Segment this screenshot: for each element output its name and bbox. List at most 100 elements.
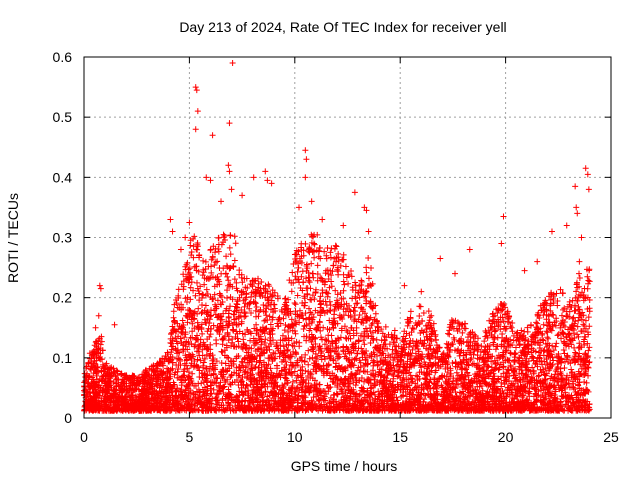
data-point <box>540 321 547 328</box>
data-point <box>333 243 340 250</box>
data-point <box>293 338 300 345</box>
data-point <box>585 364 592 371</box>
data-point <box>365 254 372 261</box>
data-point <box>222 360 229 367</box>
data-point <box>506 373 513 380</box>
data-point <box>407 315 414 322</box>
data-point <box>212 305 219 312</box>
data-point <box>428 338 435 345</box>
data-point <box>500 390 507 397</box>
data-point <box>193 279 200 286</box>
data-point <box>574 323 581 330</box>
data-point <box>299 311 306 318</box>
data-point <box>173 338 180 345</box>
data-point <box>252 307 259 314</box>
data-point <box>263 325 270 332</box>
data-point <box>295 264 302 271</box>
data-point <box>543 328 550 335</box>
data-point <box>557 398 564 405</box>
data-point <box>584 340 591 347</box>
data-point <box>281 380 288 387</box>
data-point <box>473 379 480 386</box>
data-point <box>224 287 231 294</box>
data-point <box>207 307 214 314</box>
data-point <box>226 380 233 387</box>
data-point <box>575 317 582 324</box>
data-point <box>531 386 538 393</box>
data-point <box>325 332 332 339</box>
data-point <box>179 317 186 324</box>
data-point <box>207 391 214 398</box>
data-point <box>554 332 561 339</box>
data-point <box>298 273 305 280</box>
data-point <box>431 375 438 382</box>
data-point <box>410 391 417 398</box>
data-point <box>512 344 519 351</box>
data-point <box>233 315 240 322</box>
data-point <box>327 254 334 261</box>
data-point <box>416 313 423 320</box>
data-point <box>409 346 416 353</box>
data-point <box>353 379 360 386</box>
data-point <box>323 252 330 259</box>
data-point <box>363 264 370 271</box>
data-point <box>573 288 580 295</box>
data-point <box>352 340 359 347</box>
data-point <box>550 357 557 364</box>
data-point <box>260 301 267 308</box>
data-point <box>241 371 248 378</box>
data-point <box>304 290 311 297</box>
data-point <box>330 325 337 332</box>
data-point <box>403 368 410 375</box>
data-point <box>529 364 536 371</box>
data-point <box>584 364 591 371</box>
data-point <box>267 341 274 348</box>
data-point <box>356 294 363 301</box>
data-point <box>508 324 515 331</box>
data-point <box>221 237 228 244</box>
data-point <box>545 367 552 374</box>
data-point <box>569 315 576 322</box>
data-point <box>329 268 336 275</box>
data-point <box>310 248 317 255</box>
data-point <box>197 357 204 364</box>
data-point <box>350 307 357 314</box>
data-point <box>328 283 335 290</box>
data-point <box>191 233 198 240</box>
data-point <box>181 334 188 341</box>
data-point <box>168 346 175 353</box>
data-point <box>262 282 269 289</box>
data-point <box>532 348 539 355</box>
data-point <box>318 348 325 355</box>
data-point <box>413 372 420 379</box>
data-point <box>189 370 196 377</box>
data-point <box>349 341 356 348</box>
data-point <box>306 245 313 252</box>
data-point <box>266 329 273 336</box>
data-point <box>280 343 287 350</box>
data-point <box>351 304 358 311</box>
data-point <box>284 346 291 353</box>
data-point <box>481 338 488 345</box>
data-point <box>226 244 233 251</box>
data-point <box>209 274 216 281</box>
data-point <box>409 325 416 332</box>
data-point <box>575 333 582 340</box>
data-point <box>215 248 222 255</box>
data-point <box>363 269 370 276</box>
data-point <box>216 331 223 338</box>
data-point <box>308 260 315 267</box>
data-point <box>345 280 352 287</box>
data-point <box>368 265 375 272</box>
data-point <box>201 384 208 391</box>
data-point <box>253 327 260 334</box>
data-point <box>341 323 348 330</box>
data-point <box>175 365 182 372</box>
data-point <box>231 257 238 264</box>
data-point <box>557 286 564 293</box>
data-point <box>430 320 437 327</box>
data-point <box>239 279 246 286</box>
data-point <box>317 293 324 300</box>
data-point <box>208 312 215 319</box>
